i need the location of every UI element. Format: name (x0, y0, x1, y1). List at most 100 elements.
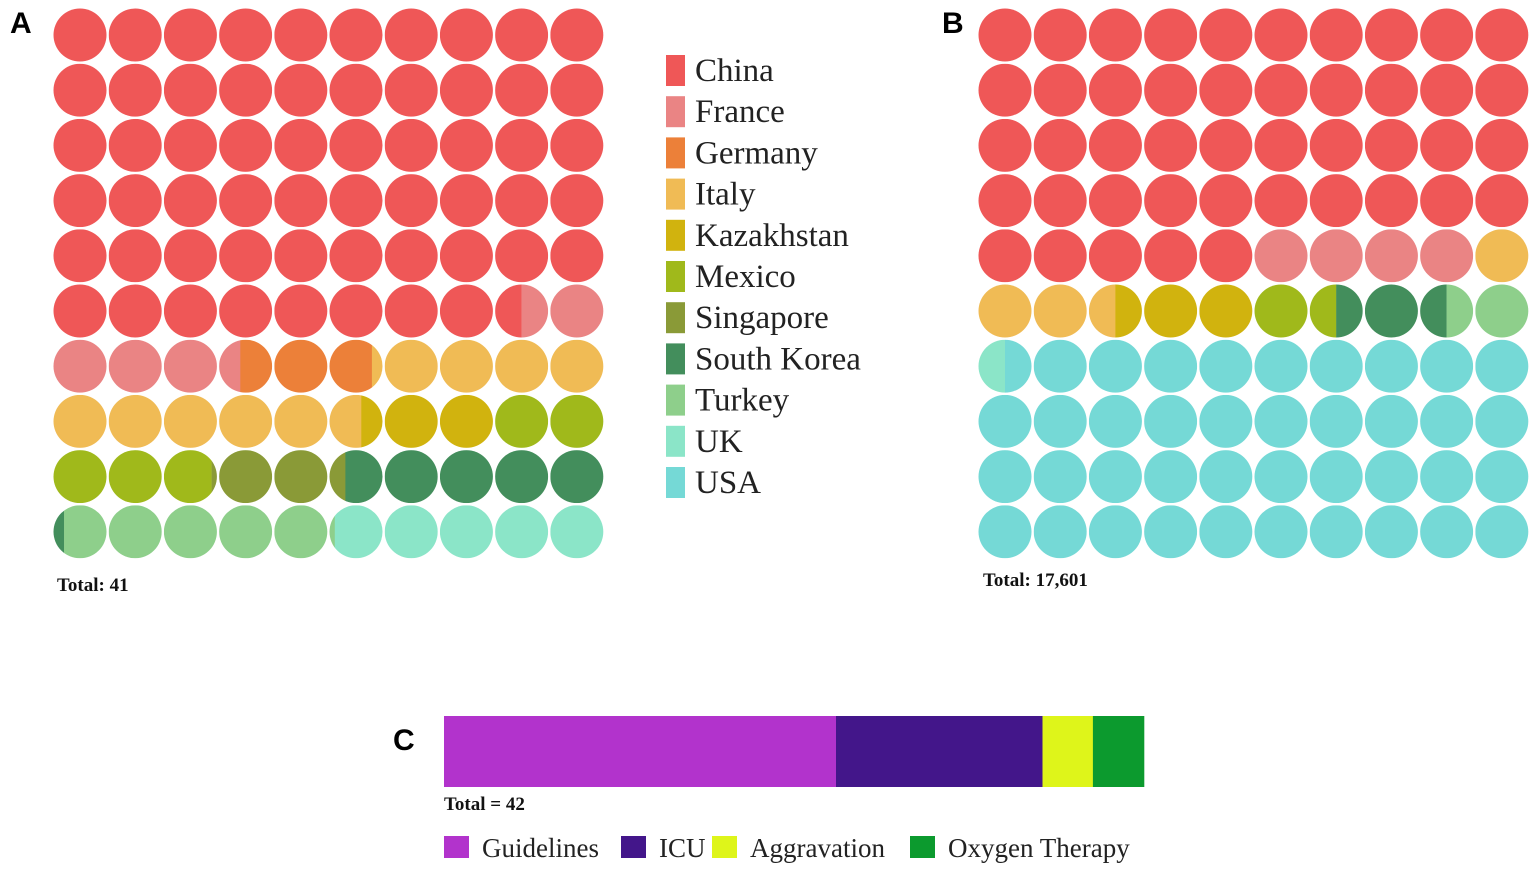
waffle-segment-france (53, 339, 107, 393)
waffle-segment-italy (1033, 284, 1087, 338)
waffle-cell (1033, 8, 1087, 62)
legend-label-italy: Italy (695, 177, 756, 213)
waffle-cell (1144, 394, 1198, 448)
waffle-cell (495, 339, 549, 393)
waffle-segment-germany (240, 339, 273, 393)
waffle-cell (1088, 63, 1142, 117)
waffle-segment-usa (1364, 394, 1418, 448)
waffle-cell (163, 505, 217, 559)
waffle-cell (384, 505, 438, 559)
waffle-cell (1309, 394, 1363, 448)
total-label: Total = 42 (444, 794, 525, 815)
waffle-segment-usa (1254, 394, 1308, 448)
waffle-segment-mexico (1309, 284, 1337, 338)
waffle-cell (439, 284, 493, 338)
waffle-segment-usa (1088, 505, 1142, 559)
waffle-cell (163, 174, 217, 228)
waffle-segment-mexico (550, 394, 604, 448)
waffle-cell (1420, 174, 1474, 228)
legend-label-germany: Germany (695, 135, 818, 171)
waffle-segment-usa (1144, 450, 1198, 504)
legend-label-aggravation: Aggravation (750, 833, 885, 863)
waffle-cell (219, 339, 273, 393)
waffle-cell (329, 229, 383, 283)
waffle-cell (1475, 63, 1529, 117)
waffle-cell (163, 450, 217, 504)
waffle-segment-china (978, 8, 1032, 62)
waffle-segment-italy (219, 394, 273, 448)
legend-label-singapore: Singapore (695, 300, 829, 336)
waffle-segment-china (1254, 118, 1308, 172)
waffle-segment-italy (274, 394, 328, 448)
waffle-cell (108, 174, 162, 228)
legend-label-turkey: Turkey (695, 383, 790, 419)
waffle-segment-china (439, 63, 493, 117)
waffle-segment-china (495, 63, 549, 117)
waffle-segment-south-korea (495, 450, 549, 504)
waffle-segment-italy (53, 394, 107, 448)
waffle-cell (1309, 284, 1363, 338)
waffle-cell (978, 63, 1032, 117)
legend-swatch-singapore (666, 302, 685, 334)
waffle-cell (108, 394, 162, 448)
waffle-cell (1199, 63, 1253, 117)
waffle-segment-china (1254, 174, 1308, 228)
waffle-segment-china (495, 284, 522, 338)
waffle-segment-china (978, 118, 1032, 172)
waffle-segment-usa (1309, 339, 1363, 393)
waffle-segment-italy (163, 394, 217, 448)
bar-segment-aggravation (1042, 716, 1094, 787)
waffle-segment-china (1309, 8, 1363, 62)
waffle-cell (329, 174, 383, 228)
legend-swatch-oxygen-therapy (910, 836, 935, 858)
waffle-segment-germany (274, 339, 328, 393)
waffle-segment-china (329, 63, 383, 117)
waffle-cell (550, 284, 604, 338)
waffle-cell (978, 284, 1032, 338)
waffle-segment-china (1364, 8, 1418, 62)
waffle-segment-usa (978, 394, 1032, 448)
waffle-cell (1199, 284, 1253, 338)
waffle-segment-italy (439, 339, 493, 393)
waffle-segment-china (163, 8, 217, 62)
waffle-segment-china (53, 8, 107, 62)
waffle-segment-turkey (219, 505, 273, 559)
waffle-segment-italy (329, 394, 362, 448)
waffle-cell (1309, 174, 1363, 228)
waffle-segment-south-korea (384, 450, 438, 504)
waffle-segment-china (329, 229, 383, 283)
waffle-cell (1033, 229, 1087, 283)
waffle-segment-italy (1088, 284, 1116, 338)
waffle-segment-china (53, 174, 107, 228)
waffle-segment-singapore (219, 450, 273, 504)
waffle-cell (274, 394, 328, 448)
waffle-cell (495, 118, 549, 172)
waffle-cell (1088, 174, 1142, 228)
waffle-cell (329, 63, 383, 117)
legend-label-mexico: Mexico (695, 259, 796, 295)
waffle-segment-uk (978, 339, 1006, 393)
waffle-segment-mexico (163, 450, 212, 504)
waffle-segment-usa (1005, 339, 1032, 393)
waffle-segment-china (108, 63, 162, 117)
waffle-segment-china (1199, 118, 1253, 172)
waffle-segment-south-korea (550, 450, 604, 504)
legend-swatch-italy (666, 178, 685, 210)
bar-segment-oxygen-therapy (1092, 716, 1145, 787)
waffle-segment-usa (1364, 450, 1418, 504)
waffle-cell (1144, 118, 1198, 172)
legend-swatch-usa (666, 467, 685, 498)
waffle-segment-china (53, 63, 107, 117)
waffle-segment-italy (384, 339, 438, 393)
waffle-segment-italy (550, 339, 604, 393)
waffle-segment-china (274, 174, 328, 228)
waffle-cell (1254, 229, 1308, 283)
waffle-segment-china (108, 174, 162, 228)
legend-label-usa: USA (695, 465, 761, 501)
waffle-segment-china (108, 8, 162, 62)
legend-swatch-south-korea (666, 343, 685, 375)
waffle-segment-china (1033, 174, 1087, 228)
panel-label: C (393, 724, 415, 757)
waffle-cell (219, 505, 273, 559)
waffle-cell (329, 8, 383, 62)
